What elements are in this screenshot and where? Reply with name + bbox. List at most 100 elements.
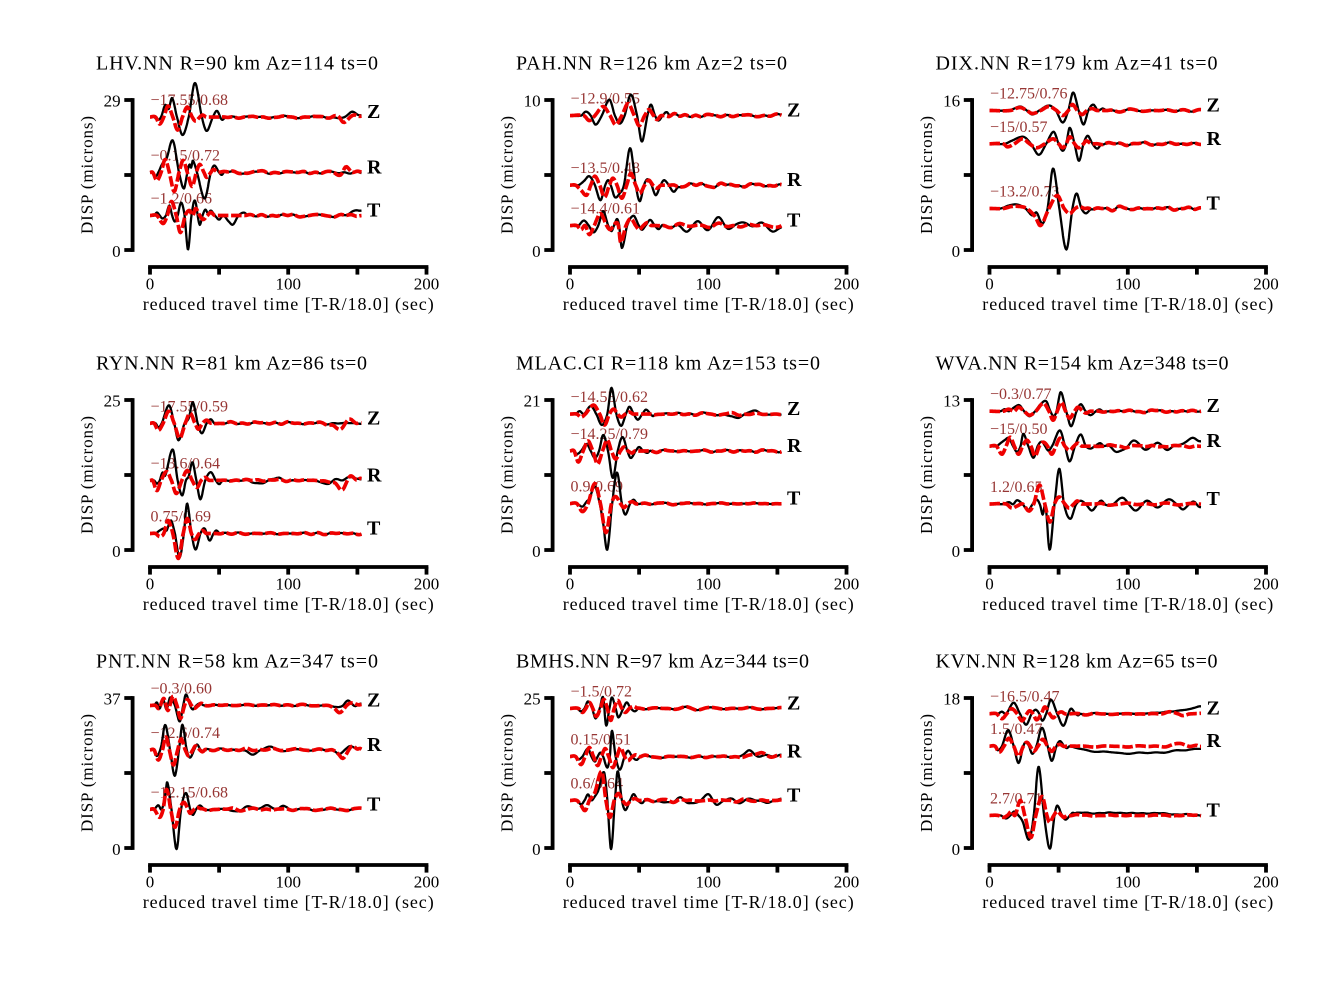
svg-text:PNT.NN R=58 km Az=347 ts=0: PNT.NN R=58 km Az=347 ts=0 <box>96 651 378 673</box>
svg-text:Z: Z <box>1207 698 1220 720</box>
svg-text:0.75/0.69: 0.75/0.69 <box>151 509 211 526</box>
svg-text:−12.15/0.68: −12.15/0.68 <box>151 784 228 801</box>
svg-text:0: 0 <box>566 873 575 892</box>
svg-text:reduced travel time [T-R/18.0]: reduced travel time [T-R/18.0] (sec) <box>143 594 434 615</box>
svg-text:0: 0 <box>985 575 994 594</box>
svg-text:−1.5/0.72: −1.5/0.72 <box>571 683 632 700</box>
svg-text:reduced travel time [T-R/18.0]: reduced travel time [T-R/18.0] (sec) <box>982 594 1273 615</box>
svg-text:13: 13 <box>943 392 960 411</box>
svg-text:DISP (microns): DISP (microns) <box>498 116 517 234</box>
svg-text:0: 0 <box>532 840 541 859</box>
svg-text:reduced travel time [T-R/18.0]: reduced travel time [T-R/18.0] (sec) <box>143 294 434 315</box>
svg-text:200: 200 <box>1253 275 1279 294</box>
svg-text:BMHS.NN R=97 km Az=344 ts=0: BMHS.NN R=97 km Az=344 ts=0 <box>516 651 809 673</box>
svg-text:DISP (microns): DISP (microns) <box>78 116 97 234</box>
svg-text:−13.5/0.48: −13.5/0.48 <box>571 160 640 177</box>
svg-text:0.15/0.51: 0.15/0.51 <box>571 732 631 749</box>
svg-text:100: 100 <box>1115 873 1141 892</box>
svg-text:0: 0 <box>146 575 155 594</box>
svg-text:100: 100 <box>695 575 721 594</box>
svg-text:16: 16 <box>943 92 960 111</box>
svg-text:100: 100 <box>275 873 301 892</box>
svg-text:R: R <box>787 169 802 191</box>
svg-text:−15/0.57: −15/0.57 <box>990 119 1047 136</box>
svg-text:0: 0 <box>566 575 575 594</box>
svg-text:18: 18 <box>943 690 960 709</box>
svg-text:DIX.NN R=179 km Az=41 ts=0: DIX.NN R=179 km Az=41 ts=0 <box>936 53 1218 75</box>
svg-text:Z: Z <box>367 407 380 429</box>
svg-text:DISP (microns): DISP (microns) <box>917 116 936 234</box>
svg-text:0: 0 <box>532 242 541 261</box>
svg-text:100: 100 <box>695 275 721 294</box>
svg-text:reduced travel time [T-R/18.0]: reduced travel time [T-R/18.0] (sec) <box>982 294 1273 315</box>
svg-text:−12.75/0.76: −12.75/0.76 <box>990 86 1067 103</box>
svg-text:0.9/0.69: 0.9/0.69 <box>571 479 623 496</box>
svg-text:0: 0 <box>566 275 575 294</box>
svg-text:DISP (microns): DISP (microns) <box>78 714 97 832</box>
svg-text:25: 25 <box>524 690 541 709</box>
svg-text:T: T <box>367 793 381 815</box>
svg-text:2.7/0.71: 2.7/0.71 <box>990 790 1042 807</box>
svg-text:WVA.NN R=154 km Az=348 ts=0: WVA.NN R=154 km Az=348 ts=0 <box>936 353 1229 375</box>
svg-text:DISP (microns): DISP (microns) <box>498 714 517 832</box>
svg-text:T: T <box>787 785 801 807</box>
svg-text:0: 0 <box>146 873 155 892</box>
svg-text:Z: Z <box>787 100 800 122</box>
svg-text:DISP (microns): DISP (microns) <box>498 416 517 534</box>
svg-text:−0.15/0.72: −0.15/0.72 <box>151 148 220 165</box>
svg-text:R: R <box>1207 430 1222 452</box>
svg-text:100: 100 <box>1115 275 1141 294</box>
svg-text:0: 0 <box>985 275 994 294</box>
svg-text:LHV.NN R=90 km Az=114 ts=0: LHV.NN R=90 km Az=114 ts=0 <box>96 53 378 75</box>
svg-text:R: R <box>1207 730 1222 752</box>
svg-text:21: 21 <box>524 392 541 411</box>
svg-text:R: R <box>1207 128 1222 150</box>
svg-text:T: T <box>367 518 381 540</box>
svg-text:R: R <box>367 157 382 179</box>
svg-text:T: T <box>1207 193 1221 215</box>
svg-text:200: 200 <box>414 275 440 294</box>
svg-text:200: 200 <box>414 873 440 892</box>
svg-text:200: 200 <box>1253 873 1279 892</box>
svg-text:DISP (microns): DISP (microns) <box>917 714 936 832</box>
svg-text:100: 100 <box>1115 575 1141 594</box>
svg-text:0: 0 <box>952 542 961 561</box>
svg-text:reduced travel time [T-R/18.0]: reduced travel time [T-R/18.0] (sec) <box>563 294 854 315</box>
svg-text:reduced travel time [T-R/18.0]: reduced travel time [T-R/18.0] (sec) <box>143 892 434 913</box>
svg-text:−14.25/0.79: −14.25/0.79 <box>571 426 648 443</box>
svg-text:0: 0 <box>112 242 121 261</box>
svg-text:0: 0 <box>952 840 961 859</box>
svg-text:−15/0.50: −15/0.50 <box>990 421 1047 438</box>
svg-text:RYN.NN R=81 km Az=86 ts=0: RYN.NN R=81 km Az=86 ts=0 <box>96 353 367 375</box>
svg-text:T: T <box>1207 799 1221 821</box>
svg-text:KVN.NN R=128 km Az=65 ts=0: KVN.NN R=128 km Az=65 ts=0 <box>936 651 1218 673</box>
svg-text:DISP (microns): DISP (microns) <box>917 416 936 534</box>
svg-text:Z: Z <box>1207 95 1220 117</box>
svg-text:Z: Z <box>367 101 380 123</box>
svg-text:reduced travel time [T-R/18.0]: reduced travel time [T-R/18.0] (sec) <box>563 892 854 913</box>
svg-text:DISP (microns): DISP (microns) <box>78 416 97 534</box>
svg-text:200: 200 <box>834 275 860 294</box>
svg-text:0: 0 <box>952 242 961 261</box>
svg-text:R: R <box>787 435 802 457</box>
svg-text:−0.3/0.77: −0.3/0.77 <box>990 386 1051 403</box>
svg-text:100: 100 <box>695 873 721 892</box>
svg-text:−16.5/0.47: −16.5/0.47 <box>990 689 1059 706</box>
svg-text:200: 200 <box>834 575 860 594</box>
svg-text:25: 25 <box>104 392 121 411</box>
svg-text:T: T <box>787 210 801 232</box>
svg-text:−12.9/0.55: −12.9/0.55 <box>571 91 640 108</box>
svg-text:reduced travel time [T-R/18.0]: reduced travel time [T-R/18.0] (sec) <box>982 892 1273 913</box>
svg-text:200: 200 <box>414 575 440 594</box>
svg-text:0: 0 <box>532 542 541 561</box>
svg-text:−14.4/0.61: −14.4/0.61 <box>571 201 640 218</box>
svg-text:MLAC.CI R=118 km Az=153 ts=0: MLAC.CI R=118 km Az=153 ts=0 <box>516 353 820 375</box>
svg-text:T: T <box>1207 488 1221 510</box>
svg-text:200: 200 <box>1253 575 1279 594</box>
svg-text:Z: Z <box>787 398 800 420</box>
svg-text:100: 100 <box>275 275 301 294</box>
svg-text:R: R <box>367 465 382 487</box>
svg-text:Z: Z <box>787 692 800 714</box>
svg-text:T: T <box>367 200 381 222</box>
svg-text:1.2/0.65: 1.2/0.65 <box>990 479 1042 496</box>
